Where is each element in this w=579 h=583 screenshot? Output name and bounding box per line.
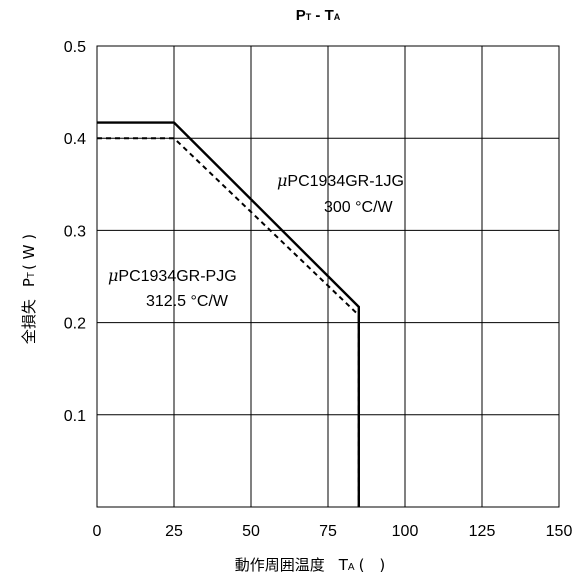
x-axis-label-kanji: 動作周囲温度 bbox=[235, 556, 325, 574]
x-tick-labels: 0 25 50 75 100 125 150 bbox=[93, 523, 573, 540]
x-tick-label: 50 bbox=[242, 523, 260, 540]
title-dash: - bbox=[311, 7, 324, 24]
title-sub-a: A bbox=[334, 12, 341, 22]
x-axis-label-var: T bbox=[338, 556, 349, 574]
y-tick-label: 0.2 bbox=[64, 316, 86, 333]
annotation-1jg-mu: μ bbox=[277, 171, 287, 190]
annotation-1jg-name: PC1934GR-1JG bbox=[287, 173, 404, 190]
x-axis-label: 動作周囲温度 TA ( ) bbox=[235, 556, 386, 574]
y-axis-label: 全損失 PT ( W ) bbox=[20, 234, 38, 344]
y-tick-label: 0.1 bbox=[64, 408, 86, 425]
title-sub-t: T bbox=[306, 12, 312, 22]
chart-title: PT - TA bbox=[296, 7, 341, 24]
title-p: P bbox=[296, 7, 306, 24]
plot-frame bbox=[96, 45, 560, 508]
y-tick-labels: 0.1 0.2 0.3 0.4 0.5 bbox=[64, 39, 86, 425]
annotation-pjg-rth: 312.5 °C/W bbox=[146, 293, 229, 310]
svg-text:μPC1934GR-1JG: μPC1934GR-1JG bbox=[277, 171, 404, 190]
y-tick-label: 0.3 bbox=[64, 223, 86, 240]
x-tick-label: 125 bbox=[469, 523, 496, 540]
annotation-pjg-name: PC1934GR-PJG bbox=[118, 268, 236, 285]
x-tick-label: 100 bbox=[392, 523, 419, 540]
x-tick-label: 150 bbox=[546, 523, 573, 540]
svg-text:μPC1934GR-PJG: μPC1934GR-PJG bbox=[108, 266, 237, 285]
y-tick-label: 0.5 bbox=[64, 39, 86, 56]
annotation-pjg: μPC1934GR-PJG 312.5 °C/W bbox=[108, 266, 237, 310]
x-axis-label-unit: ( ) bbox=[359, 556, 386, 574]
y-tick-label: 0.4 bbox=[64, 131, 86, 148]
x-tick-label: 25 bbox=[165, 523, 183, 540]
annotation-1jg-rth-visible: 300 °C/W bbox=[324, 199, 394, 216]
x-tick-label: 75 bbox=[319, 523, 337, 540]
series-line-pjg bbox=[97, 137, 360, 507]
x-axis-label-sub: A bbox=[348, 562, 355, 573]
y-axis-label-kanji: 全損失 bbox=[20, 299, 38, 344]
y-axis-label-sub: T bbox=[26, 272, 37, 278]
annotation-pjg-mu: μ bbox=[108, 266, 118, 285]
y-axis-label-var: P bbox=[20, 278, 38, 287]
title-t: T bbox=[325, 7, 334, 24]
x-tick-label: 0 bbox=[93, 523, 102, 540]
series-layer bbox=[97, 121, 360, 507]
y-axis-label-unit: ( W ) bbox=[20, 234, 38, 270]
annotation-1jg: μPC1934GR-1JG 312.5 °C/W 300 °C/W bbox=[277, 171, 404, 216]
